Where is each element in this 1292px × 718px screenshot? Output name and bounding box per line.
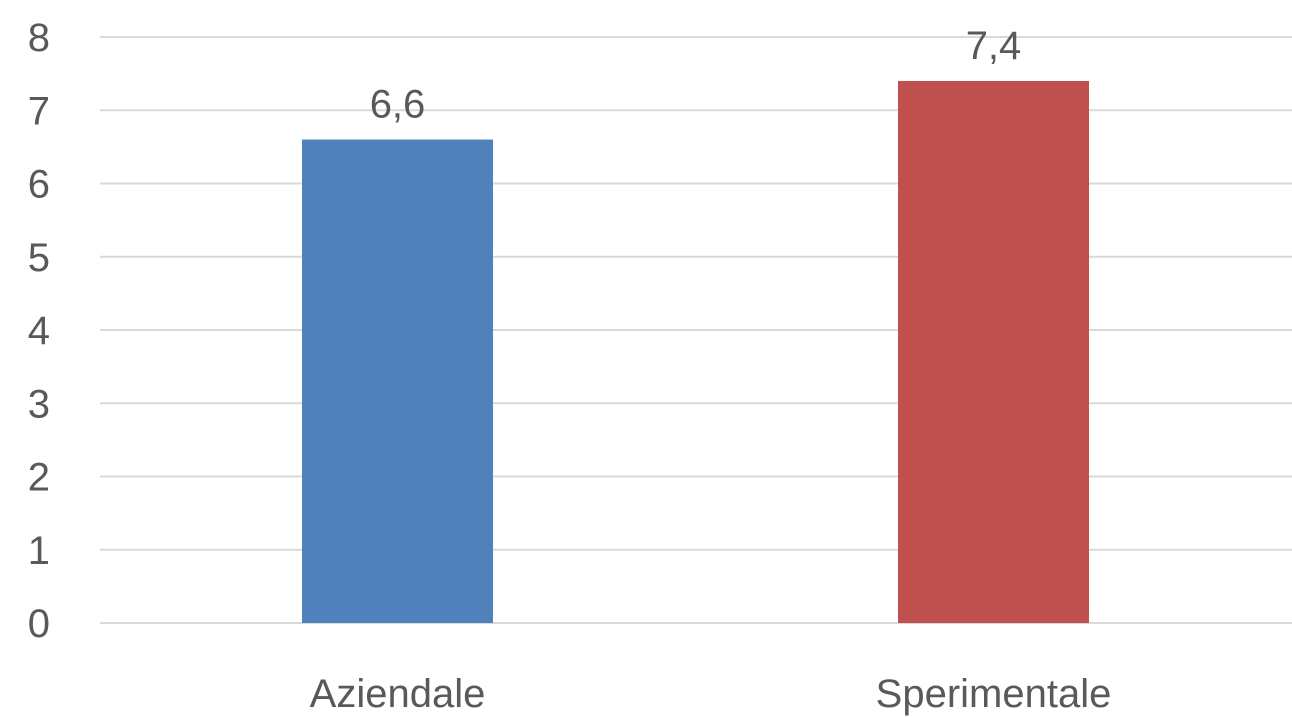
y-tick-label: 0 xyxy=(28,602,50,646)
y-tick-label: 7 xyxy=(28,89,50,133)
category-label: Aziendale xyxy=(310,672,486,716)
y-tick-label: 2 xyxy=(28,456,50,500)
data-labels: 6,6 7,4 xyxy=(370,24,1022,127)
data-label: 7,4 xyxy=(966,24,1022,68)
y-tick-label: 1 xyxy=(28,529,50,573)
x-axis-category-labels: Aziendale Sperimentale xyxy=(310,672,1112,716)
category-label: Sperimentale xyxy=(876,672,1112,716)
y-tick-label: 6 xyxy=(28,163,50,207)
y-tick-label: 8 xyxy=(28,16,50,60)
bars xyxy=(302,80,1089,624)
y-tick-label: 4 xyxy=(28,309,50,353)
bar-aziendale xyxy=(302,139,493,624)
y-axis-tick-labels: 0 1 2 3 4 5 6 7 8 xyxy=(28,16,50,646)
y-tick-label: 5 xyxy=(28,236,50,280)
data-label: 6,6 xyxy=(370,83,426,127)
gridlines xyxy=(100,36,1292,624)
bar-sperimentale xyxy=(898,80,1089,623)
y-tick-label: 3 xyxy=(28,382,50,426)
